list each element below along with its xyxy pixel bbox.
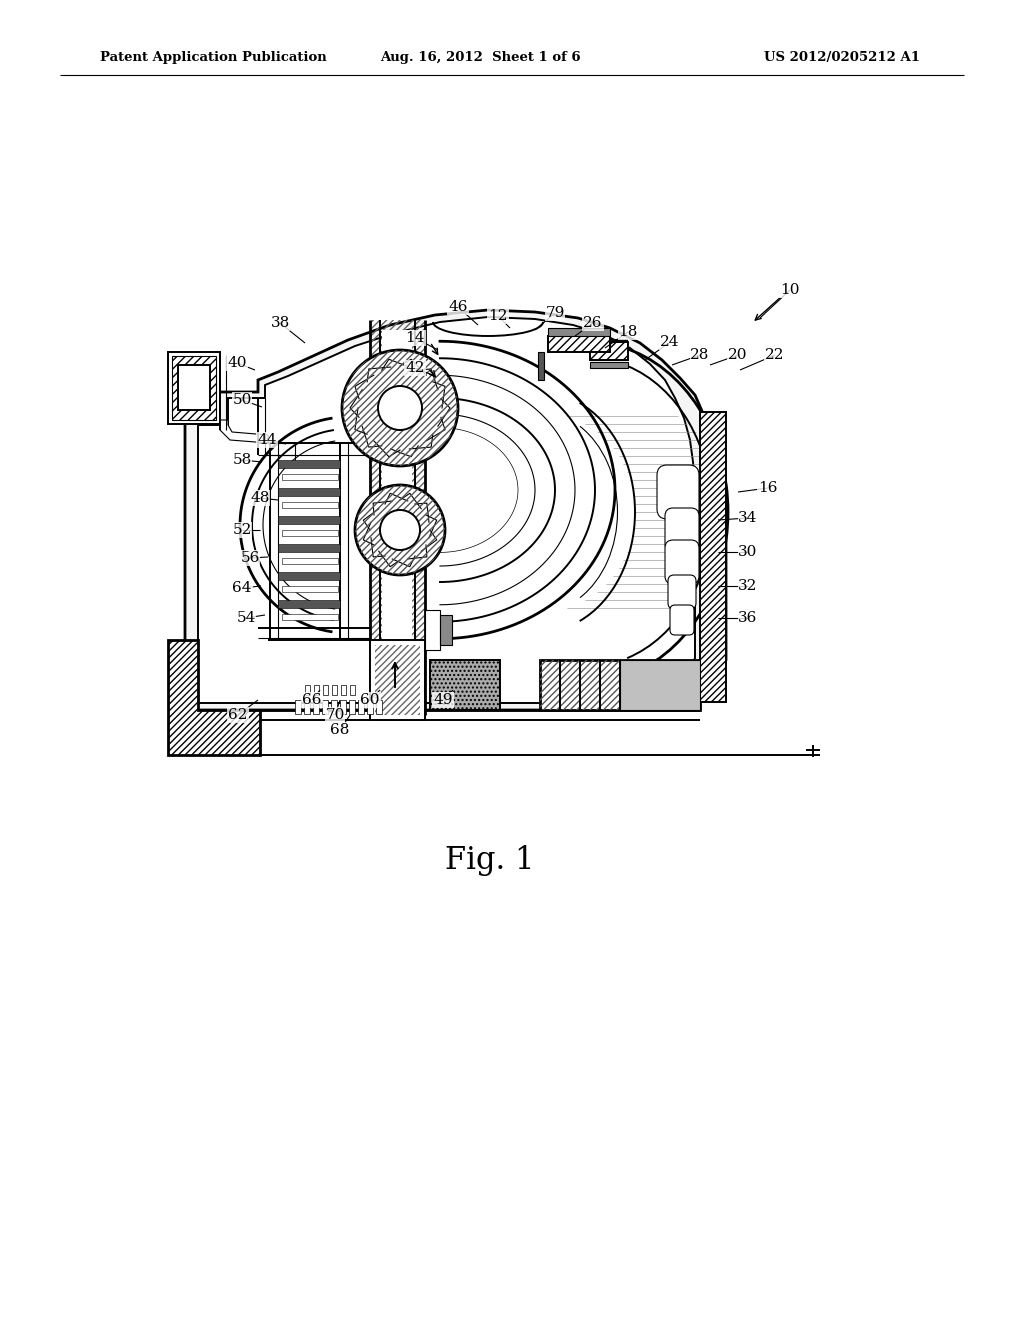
Polygon shape <box>185 310 726 755</box>
Bar <box>590 342 628 360</box>
Bar <box>282 614 338 620</box>
Bar <box>278 516 340 524</box>
Bar <box>349 700 355 714</box>
Text: 44: 44 <box>257 433 276 447</box>
FancyBboxPatch shape <box>668 576 696 609</box>
Text: 62: 62 <box>228 708 248 722</box>
Bar <box>341 685 346 696</box>
Bar <box>314 685 319 696</box>
Bar <box>278 544 340 552</box>
Bar <box>382 330 412 710</box>
Text: 16: 16 <box>758 480 778 495</box>
Circle shape <box>378 385 422 430</box>
Text: 32: 32 <box>738 579 758 593</box>
Text: 70: 70 <box>326 708 345 722</box>
Text: 10: 10 <box>780 282 800 297</box>
Bar <box>376 700 382 714</box>
FancyBboxPatch shape <box>657 465 699 519</box>
Text: 50: 50 <box>232 393 252 407</box>
Bar <box>305 685 310 696</box>
Bar <box>278 601 340 609</box>
Bar <box>540 660 700 710</box>
Bar <box>370 640 425 719</box>
Polygon shape <box>168 640 260 755</box>
Text: 58: 58 <box>232 453 252 467</box>
Text: 20: 20 <box>728 348 748 362</box>
FancyBboxPatch shape <box>670 605 694 635</box>
Text: 64: 64 <box>232 581 252 595</box>
Bar <box>620 660 700 710</box>
FancyBboxPatch shape <box>665 540 699 583</box>
Bar <box>548 337 610 352</box>
Bar <box>278 488 340 496</box>
Bar <box>540 660 620 710</box>
Text: 34: 34 <box>738 511 758 525</box>
Text: 40: 40 <box>227 356 247 370</box>
Text: 26: 26 <box>584 315 603 330</box>
Text: 48: 48 <box>250 491 269 506</box>
Text: 14: 14 <box>406 331 425 345</box>
Bar <box>313 700 319 714</box>
Polygon shape <box>198 317 695 750</box>
Bar <box>168 352 220 424</box>
Bar <box>538 352 544 380</box>
Bar <box>590 362 628 368</box>
Bar <box>425 610 440 649</box>
Bar <box>278 572 340 579</box>
Bar <box>282 558 338 564</box>
Text: 42: 42 <box>406 360 425 375</box>
Text: 79: 79 <box>546 306 564 319</box>
Text: 12: 12 <box>488 309 508 323</box>
Bar <box>430 660 500 710</box>
Bar <box>370 319 425 715</box>
Text: 56: 56 <box>241 550 260 565</box>
Bar <box>282 531 338 536</box>
Text: 24: 24 <box>660 335 680 348</box>
Bar <box>367 700 373 714</box>
FancyBboxPatch shape <box>665 508 699 552</box>
Bar <box>323 685 328 696</box>
Circle shape <box>380 510 420 550</box>
Bar <box>322 700 328 714</box>
Bar <box>304 700 310 714</box>
Text: Aug. 16, 2012  Sheet 1 of 6: Aug. 16, 2012 Sheet 1 of 6 <box>380 51 581 65</box>
Text: Patent Application Publication: Patent Application Publication <box>100 51 327 65</box>
Text: 46: 46 <box>449 300 468 314</box>
Bar <box>700 412 726 702</box>
Bar <box>278 459 340 469</box>
Text: 52: 52 <box>232 523 252 537</box>
Bar <box>172 356 216 420</box>
Text: Fig. 1: Fig. 1 <box>445 845 535 875</box>
Polygon shape <box>220 420 268 444</box>
Bar <box>375 645 420 715</box>
Bar <box>358 700 364 714</box>
Text: 30: 30 <box>738 545 758 558</box>
Text: 60: 60 <box>360 693 380 708</box>
Bar <box>548 327 610 337</box>
Circle shape <box>342 350 458 466</box>
Text: 68: 68 <box>331 723 349 737</box>
Text: 36: 36 <box>738 611 758 624</box>
Circle shape <box>355 484 445 576</box>
Bar <box>168 294 820 755</box>
Text: 18: 18 <box>618 325 638 339</box>
Text: 54: 54 <box>237 611 256 624</box>
Bar <box>282 474 338 480</box>
Bar <box>178 366 210 411</box>
Text: 22: 22 <box>765 348 784 362</box>
Text: 28: 28 <box>690 348 710 362</box>
Bar <box>340 700 346 714</box>
Text: 38: 38 <box>270 315 290 330</box>
Text: US 2012/0205212 A1: US 2012/0205212 A1 <box>764 51 920 65</box>
Bar <box>332 685 337 696</box>
Bar <box>440 615 452 645</box>
Text: 66: 66 <box>302 693 322 708</box>
Bar <box>282 586 338 591</box>
Bar <box>282 502 338 508</box>
Bar <box>295 700 301 714</box>
Bar <box>331 700 337 714</box>
Bar <box>350 685 355 696</box>
Text: 49: 49 <box>433 693 453 708</box>
